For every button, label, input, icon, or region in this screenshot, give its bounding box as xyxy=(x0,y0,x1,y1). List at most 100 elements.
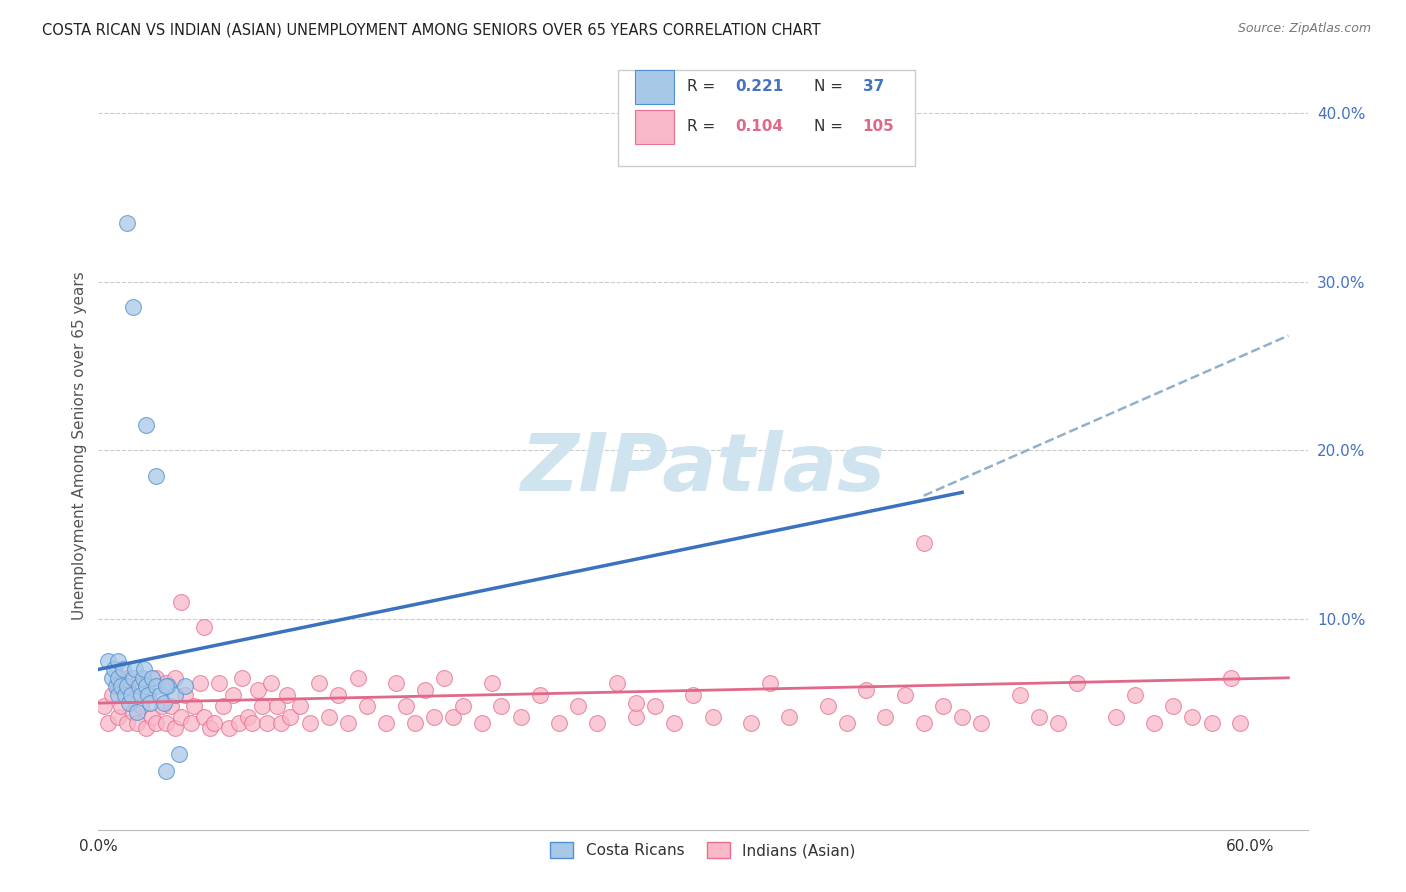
Point xyxy=(950,709,973,723)
Point xyxy=(170,709,193,723)
Point xyxy=(202,716,225,731)
Text: Source: ZipAtlas.com: Source: ZipAtlas.com xyxy=(1237,22,1371,36)
Point xyxy=(567,699,589,714)
Point xyxy=(173,688,195,702)
Point xyxy=(125,676,148,690)
Point xyxy=(240,716,263,731)
Point xyxy=(155,716,177,731)
Point xyxy=(231,671,253,685)
Point xyxy=(740,716,762,731)
Point xyxy=(125,716,148,731)
Text: 0.221: 0.221 xyxy=(735,79,785,95)
Point xyxy=(145,468,167,483)
Point xyxy=(115,216,138,230)
Text: R =: R = xyxy=(688,120,720,135)
FancyBboxPatch shape xyxy=(636,70,673,103)
Text: R =: R = xyxy=(688,79,720,95)
Point xyxy=(165,688,187,702)
Point xyxy=(135,417,157,432)
Point xyxy=(167,747,190,761)
Point xyxy=(212,699,235,714)
Point xyxy=(624,696,647,710)
Point xyxy=(155,679,177,693)
Point xyxy=(260,676,283,690)
Point xyxy=(145,716,167,731)
Point xyxy=(112,662,135,676)
Point xyxy=(1104,709,1126,723)
Point xyxy=(101,688,124,702)
Point xyxy=(481,676,503,690)
Y-axis label: Unemployment Among Seniors over 65 years: Unemployment Among Seniors over 65 years xyxy=(72,272,87,620)
FancyBboxPatch shape xyxy=(636,110,673,144)
Point xyxy=(855,682,877,697)
Point xyxy=(104,679,127,693)
Text: COSTA RICAN VS INDIAN (ASIAN) UNEMPLOYMENT AMONG SENIORS OVER 65 YEARS CORRELATI: COSTA RICAN VS INDIAN (ASIAN) UNEMPLOYME… xyxy=(42,22,821,37)
Point xyxy=(250,699,273,714)
Point xyxy=(156,679,179,693)
Point xyxy=(103,662,125,676)
Point xyxy=(471,716,494,731)
Point xyxy=(93,699,115,714)
Point xyxy=(1181,709,1204,723)
Point xyxy=(336,716,359,731)
Point xyxy=(101,671,124,685)
Point xyxy=(1123,688,1146,702)
Point xyxy=(835,716,858,731)
Point xyxy=(160,699,183,714)
Point xyxy=(356,699,378,714)
Point xyxy=(586,716,609,731)
Point xyxy=(236,709,259,723)
Point xyxy=(97,716,120,731)
Point xyxy=(125,705,148,719)
Point xyxy=(288,699,311,714)
Point xyxy=(256,716,278,731)
Point xyxy=(198,722,221,736)
Point xyxy=(155,676,177,690)
Point xyxy=(423,709,446,723)
Text: 105: 105 xyxy=(863,120,894,135)
Point xyxy=(129,699,152,714)
Point xyxy=(188,676,211,690)
Point xyxy=(1201,716,1223,731)
Point xyxy=(1028,709,1050,723)
Point xyxy=(115,679,138,693)
Point xyxy=(107,679,129,693)
Point xyxy=(644,699,666,714)
Point xyxy=(115,716,138,731)
Point xyxy=(308,676,330,690)
Point xyxy=(149,688,172,702)
Point xyxy=(433,671,456,685)
Point xyxy=(394,699,416,714)
Point xyxy=(141,671,163,685)
Point xyxy=(228,716,250,731)
Point xyxy=(491,699,513,714)
FancyBboxPatch shape xyxy=(619,70,915,166)
Point xyxy=(122,300,145,314)
Point xyxy=(135,679,157,693)
Point xyxy=(145,671,167,685)
Point xyxy=(131,671,153,685)
Point xyxy=(318,709,340,723)
Point xyxy=(375,716,398,731)
Point xyxy=(107,654,129,668)
Point xyxy=(413,682,436,697)
Point xyxy=(122,671,145,685)
Point xyxy=(150,699,173,714)
Point xyxy=(180,716,202,731)
Point xyxy=(778,709,800,723)
Point xyxy=(218,722,240,736)
Point xyxy=(135,682,157,697)
Point xyxy=(118,696,141,710)
Point xyxy=(451,699,474,714)
Point xyxy=(970,716,993,731)
Point xyxy=(529,688,551,702)
Point xyxy=(509,709,531,723)
Point xyxy=(759,676,782,690)
Point xyxy=(664,716,686,731)
Point xyxy=(110,679,132,693)
Point xyxy=(385,676,408,690)
Point xyxy=(606,676,628,690)
Point xyxy=(114,688,136,702)
Point xyxy=(1008,688,1031,702)
Point xyxy=(280,709,302,723)
